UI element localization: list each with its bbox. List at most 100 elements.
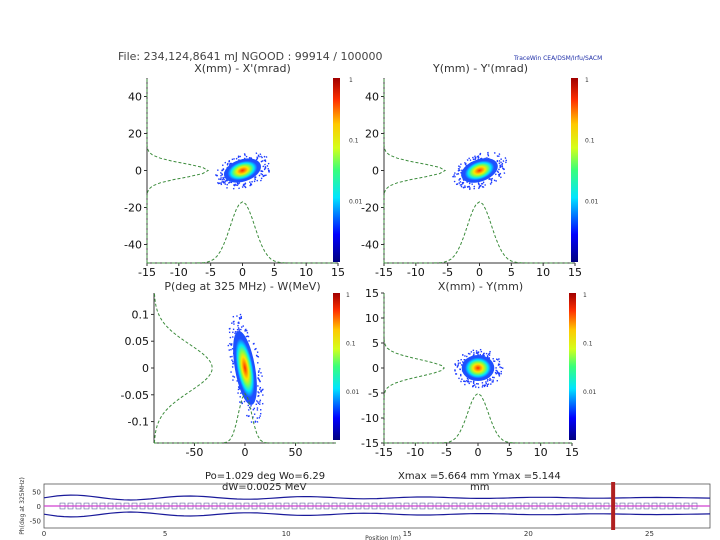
- halo-particle: [483, 354, 485, 357]
- halo-particle: [241, 402, 244, 405]
- halo-particle: [255, 158, 258, 161]
- beam-core: [224, 158, 261, 183]
- halo-particle: [259, 153, 262, 156]
- x-profile-curve: [154, 392, 336, 444]
- halo-particle: [497, 155, 500, 158]
- halo-particle: [267, 162, 270, 165]
- envelope-y-tick-label: 50: [32, 488, 41, 496]
- halo-particle: [260, 177, 263, 180]
- halo-particle: [470, 380, 472, 383]
- halo-particle: [227, 344, 230, 347]
- halo-particle: [498, 168, 500, 171]
- plot-title-y-yp: Y(mm) - Y'(mrad): [433, 62, 528, 75]
- colorbar-label: 0.01: [346, 389, 360, 396]
- halo-particle: [231, 355, 233, 358]
- halo-particle: [467, 379, 469, 381]
- y-tick-label: -40: [124, 239, 142, 252]
- halo-particle: [473, 187, 476, 190]
- halo-particle: [250, 421, 253, 423]
- halo-particle: [260, 155, 262, 158]
- halo-particle: [463, 161, 466, 164]
- halo-particle: [488, 354, 491, 356]
- halo-particle: [218, 178, 220, 181]
- halo-particle: [231, 366, 234, 368]
- halo-particle: [468, 157, 471, 160]
- halo-particle: [245, 335, 248, 338]
- halo-particle: [490, 181, 493, 184]
- halo-particle: [476, 351, 478, 354]
- halo-particle: [226, 186, 228, 189]
- halo-particle: [457, 359, 460, 362]
- halo-particle: [498, 358, 500, 360]
- y-tick-label: 20: [128, 128, 142, 141]
- halo-particle: [494, 173, 497, 176]
- halo-particle: [498, 372, 500, 375]
- colorbar-label: 1: [349, 77, 353, 84]
- halo-particle: [479, 353, 481, 356]
- halo-particle: [468, 182, 471, 185]
- halo-particle: [237, 388, 240, 391]
- halo-particle: [496, 155, 499, 157]
- halo-particle: [259, 412, 262, 415]
- halo-particle: [258, 368, 261, 370]
- halo-particle: [236, 328, 239, 331]
- halo-particle: [496, 372, 499, 374]
- halo-particle: [492, 381, 494, 383]
- halo-particle: [469, 187, 471, 189]
- y-profile-curve: [383, 78, 447, 263]
- halo-particle: [473, 353, 475, 356]
- halo-particle: [466, 355, 468, 358]
- halo-particle: [261, 402, 264, 405]
- halo-particle: [259, 408, 262, 411]
- halo-particle: [502, 160, 505, 162]
- halo-particle: [216, 181, 219, 184]
- x-tick-label: 15: [568, 266, 582, 279]
- beam-core: [461, 158, 498, 183]
- halo-particle: [259, 401, 261, 403]
- halo-particle: [484, 384, 486, 386]
- halo-particle: [460, 373, 462, 376]
- halo-particle: [248, 340, 250, 342]
- halo-particle: [496, 358, 498, 360]
- halo-particle: [255, 152, 258, 155]
- halo-particle: [477, 182, 480, 185]
- halo-particle: [250, 404, 252, 407]
- halo-particle: [214, 174, 217, 176]
- halo-particle: [503, 172, 506, 175]
- halo-particle: [498, 375, 501, 377]
- halo-particle: [468, 185, 471, 188]
- halo-particle: [239, 401, 241, 403]
- envelope-x-tick-label: 20: [524, 530, 533, 538]
- halo-particle: [483, 385, 486, 388]
- halo-particle: [257, 374, 260, 377]
- footer-phase-energy-line2: dW=0.0025 MeV: [222, 482, 307, 493]
- halo-particle: [490, 383, 492, 385]
- halo-particle: [229, 336, 232, 339]
- halo-particle: [230, 348, 232, 351]
- halo-particle: [259, 399, 262, 402]
- halo-particle: [495, 367, 497, 369]
- halo-particle: [220, 183, 223, 186]
- halo-particle: [457, 362, 460, 364]
- halo-particle: [499, 166, 502, 169]
- halo-particle: [466, 185, 469, 188]
- y-tick-label: 10: [365, 312, 379, 325]
- envelope-x-tick-label: 5: [163, 530, 167, 538]
- halo-particle: [221, 178, 224, 181]
- halo-particle: [474, 156, 477, 159]
- halo-particle: [229, 327, 231, 330]
- halo-particle: [257, 391, 259, 393]
- colorbar-label: 0.01: [349, 198, 363, 205]
- halo-particle: [485, 381, 487, 383]
- halo-particle: [237, 183, 240, 185]
- x-tick-label: -15: [375, 266, 393, 279]
- colorbar-label: 0.1: [349, 138, 359, 145]
- halo-particle: [462, 354, 464, 356]
- halo-particle: [238, 187, 240, 190]
- halo-particle: [488, 352, 491, 355]
- halo-particle: [486, 355, 489, 357]
- halo-particle: [254, 176, 257, 178]
- halo-particle: [258, 403, 261, 406]
- colorbar-label: 0.1: [583, 341, 593, 348]
- halo-particle: [457, 172, 460, 175]
